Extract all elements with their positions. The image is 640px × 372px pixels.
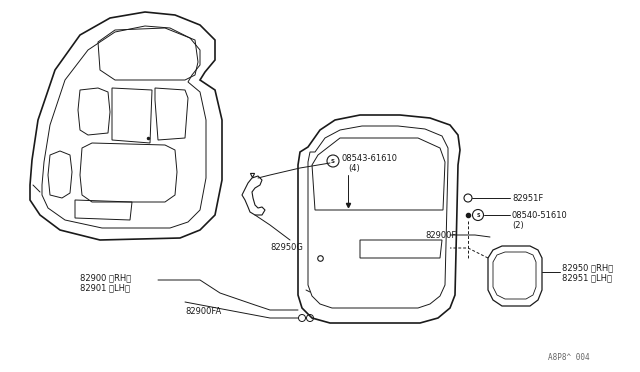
Text: 82950 〈RH〉: 82950 〈RH〉 xyxy=(562,263,613,273)
Text: 82900F: 82900F xyxy=(425,231,456,240)
Text: 82951 〈LH〉: 82951 〈LH〉 xyxy=(562,273,612,282)
Text: 08543-61610: 08543-61610 xyxy=(342,154,398,163)
Text: (2): (2) xyxy=(512,221,524,230)
Text: 82900 〈RH〉: 82900 〈RH〉 xyxy=(80,273,131,282)
Text: 82951F: 82951F xyxy=(512,193,543,202)
Text: 82901 〈LH〉: 82901 〈LH〉 xyxy=(80,283,130,292)
Text: S: S xyxy=(476,212,480,218)
Text: S: S xyxy=(331,158,335,164)
Text: 08540-51610: 08540-51610 xyxy=(512,211,568,219)
Text: A8P8^ 004: A8P8^ 004 xyxy=(548,353,589,362)
Text: (4): (4) xyxy=(348,164,360,173)
Text: 82950G: 82950G xyxy=(270,243,303,252)
Text: 82900FA: 82900FA xyxy=(185,308,221,317)
